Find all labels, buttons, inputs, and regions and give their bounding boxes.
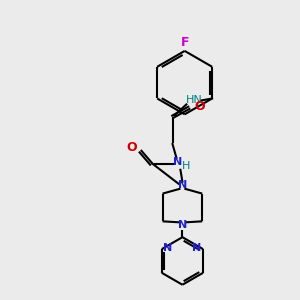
Text: H: H bbox=[182, 161, 190, 171]
Text: O: O bbox=[194, 100, 205, 113]
Text: HN: HN bbox=[186, 95, 203, 106]
Text: N: N bbox=[163, 243, 172, 253]
Text: N: N bbox=[178, 180, 187, 190]
Text: N: N bbox=[178, 220, 187, 230]
Text: O: O bbox=[127, 140, 137, 154]
Text: F: F bbox=[180, 35, 189, 49]
Text: N: N bbox=[173, 157, 182, 167]
Text: N: N bbox=[192, 243, 202, 253]
